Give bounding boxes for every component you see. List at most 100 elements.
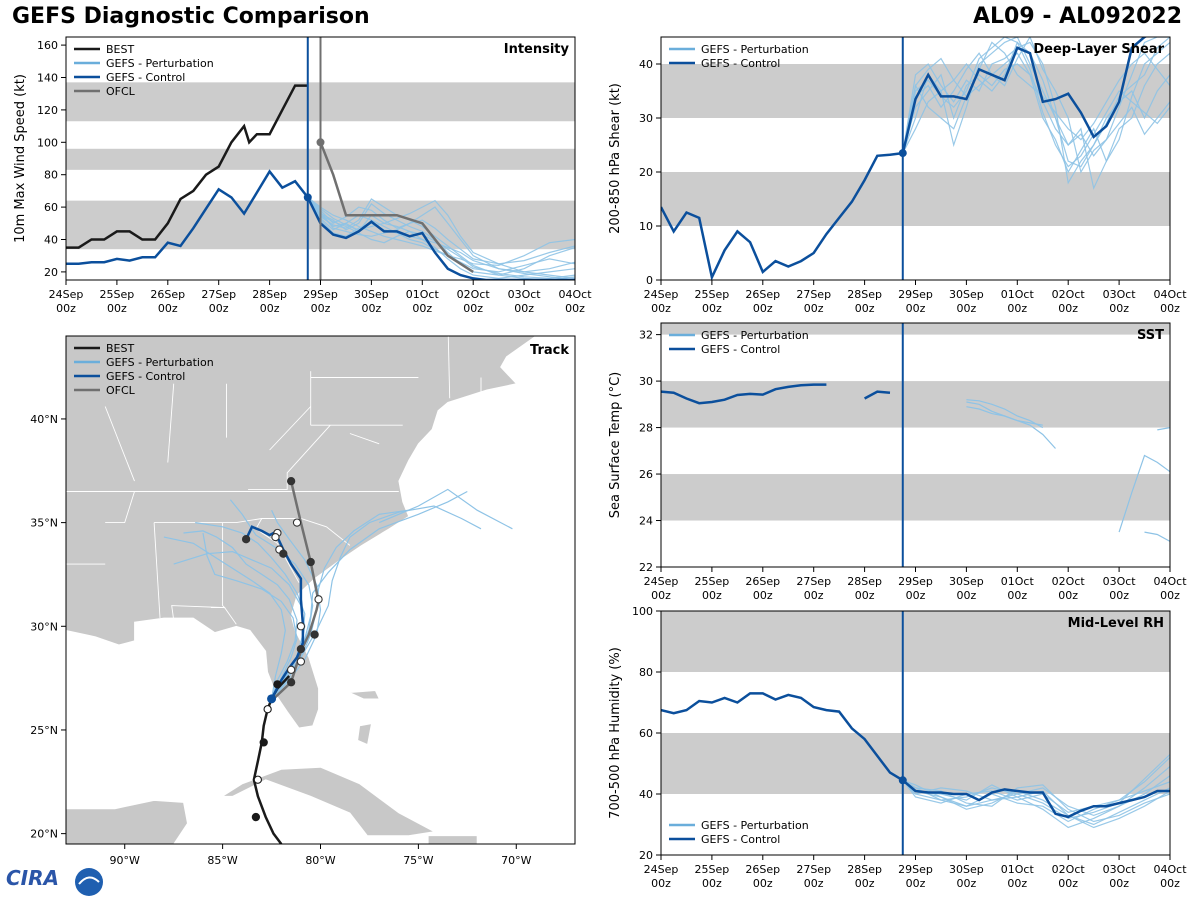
x-tick-label: 00z	[1109, 877, 1129, 890]
perturbation-line	[1144, 531, 1170, 542]
x-tick-label: 29Sep	[898, 863, 933, 876]
x-tick-label: 00z	[804, 877, 824, 890]
land-mass	[348, 690, 380, 700]
perturbation-line	[902, 779, 1170, 823]
control-line	[661, 692, 1170, 819]
y-tick-label: 40	[44, 234, 58, 247]
legend-label: OFCL	[106, 85, 136, 98]
state-border	[167, 383, 175, 463]
panel-title: Mid-Level RH	[1068, 616, 1164, 631]
state-border	[349, 433, 380, 445]
legend-label: GEFS - Perturbation	[106, 57, 214, 70]
x-tick-label: 00z	[514, 302, 534, 315]
x-tick-label: 00z	[1160, 877, 1180, 890]
state-border	[269, 406, 312, 451]
x-tick-label: 02Oct	[1052, 288, 1086, 301]
x-tick-label: 00z	[311, 302, 331, 315]
x-tick-label: 28Sep	[252, 288, 287, 301]
x-tick-label: 24Sep	[49, 288, 84, 301]
y-tick-label: 120	[37, 104, 58, 117]
x-tick-label: 00z	[1160, 589, 1180, 602]
perturbation-line	[966, 406, 1056, 449]
ofcl-track-marker	[292, 518, 302, 527]
x-tick-label: 00z	[565, 302, 585, 315]
legend-label: BEST	[106, 342, 134, 355]
y-tick-label: 30	[639, 112, 653, 125]
perturbation-line	[902, 756, 1170, 823]
ofcl-track-marker	[286, 476, 296, 486]
perturbation-line	[902, 41, 1170, 174]
logo-emblem	[75, 868, 103, 896]
x-tick-label: 02Oct	[1052, 863, 1086, 876]
y-tick-label: 80	[44, 169, 58, 182]
legend-label: GEFS - Control	[701, 833, 780, 846]
x-tick-label: 90°W	[110, 854, 140, 867]
land-mass	[357, 723, 372, 746]
x-tick-label: 26Sep	[150, 288, 185, 301]
intensity-band	[661, 323, 1170, 335]
x-tick-label: 25Sep	[695, 863, 730, 876]
legend-label: GEFS - Control	[701, 57, 780, 70]
x-tick-label: 28Sep	[847, 288, 882, 301]
y-tick-label: 26	[639, 468, 653, 481]
x-tick-label: 00z	[651, 302, 671, 315]
intensity-band	[661, 381, 1170, 428]
x-tick-label: 00z	[702, 589, 722, 602]
land-mass	[66, 800, 188, 844]
x-tick-label: 00z	[651, 589, 671, 602]
ofcl-track-marker	[296, 644, 306, 654]
x-tick-label: 00z	[804, 589, 824, 602]
y-tick-label: 35°N	[30, 517, 58, 530]
x-tick-label: 25Sep	[695, 575, 730, 588]
x-tick-label: 26Sep	[745, 288, 780, 301]
perturbation-line	[307, 197, 575, 280]
x-tick-label: 00z	[1007, 302, 1027, 315]
perturbation-line	[966, 399, 1044, 429]
ofcl-track-marker	[286, 678, 296, 687]
y-axis-label: 700-500 hPa Humidity (%)	[608, 647, 623, 819]
x-tick-label: 01Oct	[1001, 575, 1035, 588]
y-axis-label: 200-850 hPa Shear (kt)	[608, 83, 623, 234]
perturbation-line	[902, 37, 1170, 168]
ofcl-start-marker	[316, 138, 325, 147]
perturbation-line	[902, 779, 1170, 829]
x-tick-label: 30Sep	[354, 288, 389, 301]
legend-label: GEFS - Perturbation	[701, 819, 809, 832]
y-tick-label: 100	[37, 136, 58, 149]
y-tick-label: 0	[646, 274, 653, 287]
perturbation-track	[378, 488, 513, 530]
y-tick-label: 22	[639, 561, 653, 574]
y-tick-label: 100	[632, 605, 653, 618]
legend-label: GEFS - Control	[106, 370, 185, 383]
x-tick-label: 00z	[753, 589, 773, 602]
y-tick-label: 20	[639, 166, 653, 179]
perturbation-line	[902, 779, 1170, 826]
x-tick-label: 01Oct	[406, 288, 440, 301]
x-tick-label: 29Sep	[898, 288, 933, 301]
x-tick-label: 00z	[1007, 877, 1027, 890]
x-tick-label: 25Sep	[695, 288, 730, 301]
y-tick-label: 32	[639, 329, 653, 342]
x-tick-label: 00z	[855, 302, 875, 315]
x-tick-label: 00z	[362, 302, 382, 315]
x-tick-label: 30Sep	[949, 575, 984, 588]
best-track-marker	[259, 738, 268, 747]
x-tick-label: 00z	[702, 302, 722, 315]
state-border	[210, 607, 237, 625]
x-tick-label: 70°W	[501, 854, 531, 867]
y-tick-label: 25°N	[30, 724, 58, 737]
x-tick-label: 00z	[804, 302, 824, 315]
x-tick-label: 00z	[412, 302, 432, 315]
x-tick-label: 24Sep	[644, 863, 679, 876]
rh-plot-area	[661, 611, 1170, 829]
x-tick-label: 30Sep	[949, 863, 984, 876]
intensity-band	[661, 474, 1170, 521]
ofcl-line	[319, 141, 474, 273]
control-track	[244, 525, 305, 700]
control-line	[661, 383, 827, 405]
x-tick-label: 03Oct	[1103, 575, 1137, 588]
x-tick-label: 00z	[158, 302, 178, 315]
control-track-marker	[286, 665, 296, 674]
y-tick-label: 10	[639, 220, 653, 233]
x-tick-label: 00z	[209, 302, 229, 315]
